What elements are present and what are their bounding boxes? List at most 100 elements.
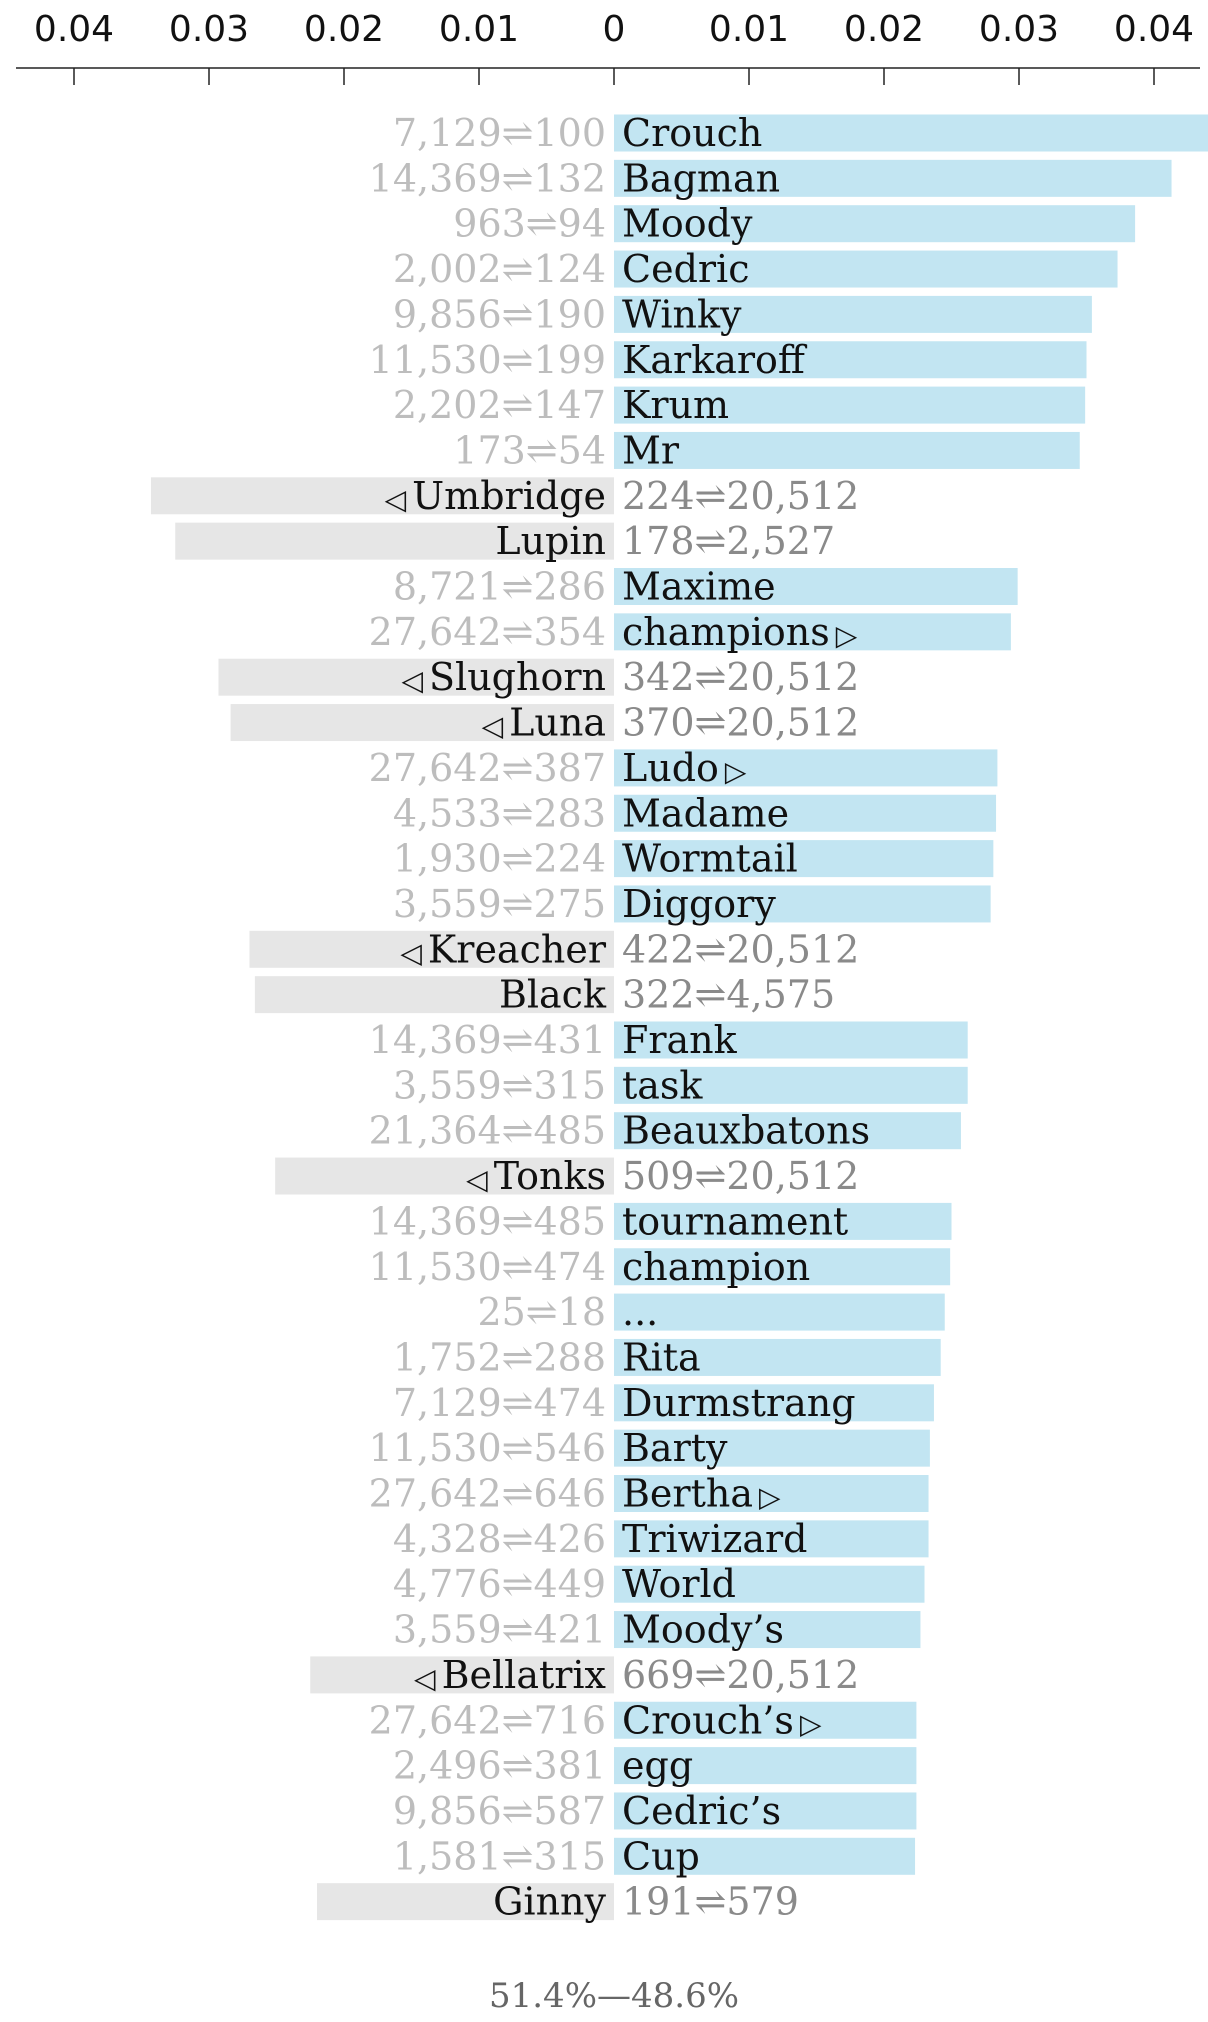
rank-label: 224⇌20,512 <box>622 474 859 518</box>
rank-label: 2,496⇌381 <box>393 1744 606 1788</box>
rank-label: 11,530⇌474 <box>369 1245 606 1289</box>
word-text: Bellatrix <box>442 1653 606 1697</box>
marker-glyph: ◁ <box>385 483 407 516</box>
bar-positive <box>614 1792 917 1830</box>
x-tick-label: 0.01 <box>709 9 789 50</box>
bar-positive <box>614 205 1136 243</box>
bar-positive <box>614 114 1208 152</box>
bar-positive <box>614 1429 930 1467</box>
word-text: Cedric’s <box>622 1789 781 1833</box>
rank-label: 14,369⇌485 <box>369 1199 606 1243</box>
bar-positive <box>614 1520 929 1558</box>
bar-negative <box>175 522 614 560</box>
bar-positive <box>614 1066 968 1104</box>
word-label: World <box>622 1562 736 1606</box>
x-tick-label: 0.03 <box>979 9 1059 50</box>
bar-negative <box>150 477 614 515</box>
bar-positive <box>614 568 1018 605</box>
word-text: Diggory <box>622 882 776 926</box>
bar-positive <box>614 386 1086 424</box>
bar-positive <box>614 885 991 923</box>
word-label: ... <box>622 1290 658 1334</box>
word-text: Cup <box>622 1834 700 1878</box>
word-text: Luna <box>509 701 606 745</box>
marker-glyph: ◁ <box>400 936 422 969</box>
rank-label: 7,129⇌100 <box>393 111 606 155</box>
word-text: Frank <box>622 1018 738 1062</box>
bar-positive <box>614 613 1011 651</box>
rank-label: 14,369⇌431 <box>369 1018 606 1062</box>
rank-label: 422⇌20,512 <box>622 927 859 971</box>
word-label: Triwizard <box>622 1517 808 1561</box>
word-label: egg <box>622 1744 693 1788</box>
bar-positive <box>614 1747 917 1785</box>
word-label: Lupin <box>495 519 606 563</box>
word-text: Triwizard <box>622 1517 808 1561</box>
bar-positive <box>614 1248 951 1286</box>
word-label: ◁ Umbridge <box>385 474 606 518</box>
rank-label: 8,721⇌286 <box>393 565 606 609</box>
word-label: Beauxbatons <box>622 1109 870 1153</box>
rank-label: 14,369⇌132 <box>369 156 606 200</box>
word-text: champion <box>622 1245 810 1289</box>
word-label: Madame <box>622 791 789 835</box>
word-text: Madame <box>622 791 789 835</box>
balance-footer: 51.4%—48.6% <box>489 1976 739 2016</box>
word-label: Krum <box>622 383 729 427</box>
rank-label: 4,328⇌426 <box>393 1517 606 1561</box>
bar-negative <box>230 704 614 742</box>
x-tick-label: 0.01 <box>439 9 519 50</box>
word-label: Ginny <box>493 1880 606 1924</box>
word-text: Rita <box>622 1335 701 1379</box>
word-label: tournament <box>622 1199 848 1243</box>
bar-negative <box>218 658 614 696</box>
rank-label: 9,856⇌587 <box>393 1789 606 1833</box>
rank-label: 1,752⇌288 <box>393 1335 606 1379</box>
word-label: ◁ Tonks <box>466 1154 606 1198</box>
word-text: Black <box>499 973 607 1017</box>
word-label: Crouch <box>622 111 762 155</box>
bar-positive <box>614 1611 921 1649</box>
word-label: ◁ Bellatrix <box>414 1653 606 1697</box>
word-label: Cedric’s <box>622 1789 781 1833</box>
word-label: Crouch’s ▷ <box>622 1698 822 1742</box>
rank-label: 963⇌94 <box>453 202 606 246</box>
rank-label: 27,642⇌354 <box>369 610 606 654</box>
word-text: Tonks <box>494 1154 606 1198</box>
word-text: Moody <box>622 202 753 246</box>
word-label: task <box>622 1063 703 1107</box>
word-text: Crouch’s <box>622 1698 794 1742</box>
word-label: ◁ Slughorn <box>401 655 606 699</box>
word-label: Frank <box>622 1018 738 1062</box>
rank-label: 2,202⇌147 <box>393 383 606 427</box>
bar-positive <box>614 1338 941 1376</box>
word-label: champions ▷ <box>622 610 858 654</box>
word-label: Bagman <box>622 156 780 200</box>
rank-label: 191⇌579 <box>622 1880 799 1924</box>
rank-label: 1,581⇌315 <box>393 1834 606 1878</box>
bar-negative <box>249 930 614 968</box>
marker-glyph: ▷ <box>725 755 747 788</box>
word-text: champions <box>622 610 830 654</box>
rank-label: 2,002⇌124 <box>393 247 606 291</box>
bar-series <box>150 114 1208 1921</box>
bar-positive <box>614 749 998 787</box>
word-text: Barty <box>622 1426 728 1470</box>
rank-label: 27,642⇌716 <box>369 1698 606 1742</box>
word-label: Cup <box>622 1834 700 1878</box>
marker-glyph: ◁ <box>401 664 423 697</box>
word-text: Ginny <box>493 1880 606 1924</box>
rank-label: 1,930⇌224 <box>393 837 606 881</box>
word-label: Diggory <box>622 882 776 926</box>
word-text: Durmstrang <box>622 1381 856 1425</box>
rank-label: 9,856⇌190 <box>393 292 606 336</box>
bar-negative <box>254 976 614 1014</box>
word-text: egg <box>622 1744 693 1788</box>
rank-label: 178⇌2,527 <box>622 519 835 563</box>
bar-negative <box>275 1157 614 1195</box>
rank-label: 25⇌18 <box>477 1290 606 1334</box>
bar-positive <box>614 794 997 832</box>
x-tick-label: 0.04 <box>34 9 114 50</box>
bar-negative <box>317 1883 614 1921</box>
rank-label: 3,559⇌315 <box>393 1063 606 1107</box>
